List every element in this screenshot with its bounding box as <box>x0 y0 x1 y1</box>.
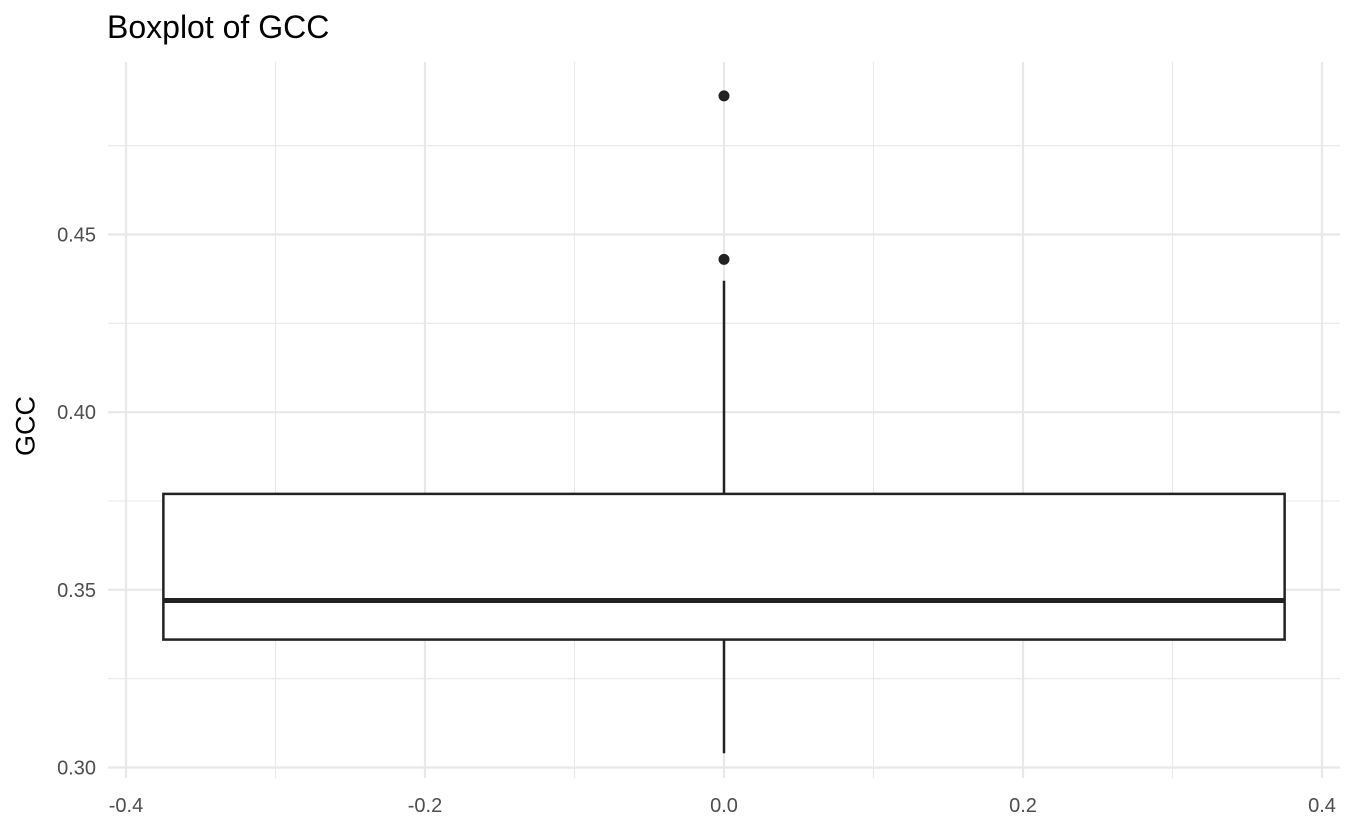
chart-title: Boxplot of GCC <box>107 9 330 45</box>
outlier-point <box>718 90 730 102</box>
x-tick-label: 0.0 <box>710 795 738 817</box>
y-tick-label: 0.40 <box>57 402 96 424</box>
x-tick-label: 0.2 <box>1009 795 1037 817</box>
x-axis-ticks: -0.4 -0.2 0.0 0.2 0.4 <box>109 795 1336 817</box>
x-tick-label: -0.4 <box>109 795 143 817</box>
outlier-point <box>718 253 730 265</box>
box-iqr <box>162 492 1286 641</box>
y-tick-label: 0.35 <box>57 580 96 602</box>
y-axis-ticks: 0.30 0.35 0.40 0.45 <box>57 225 96 780</box>
y-tick-label: 0.45 <box>57 225 96 247</box>
x-tick-label: -0.2 <box>408 795 442 817</box>
boxplot <box>162 90 1286 754</box>
y-tick-label: 0.30 <box>57 758 96 780</box>
x-tick-label: 0.4 <box>1308 795 1336 817</box>
